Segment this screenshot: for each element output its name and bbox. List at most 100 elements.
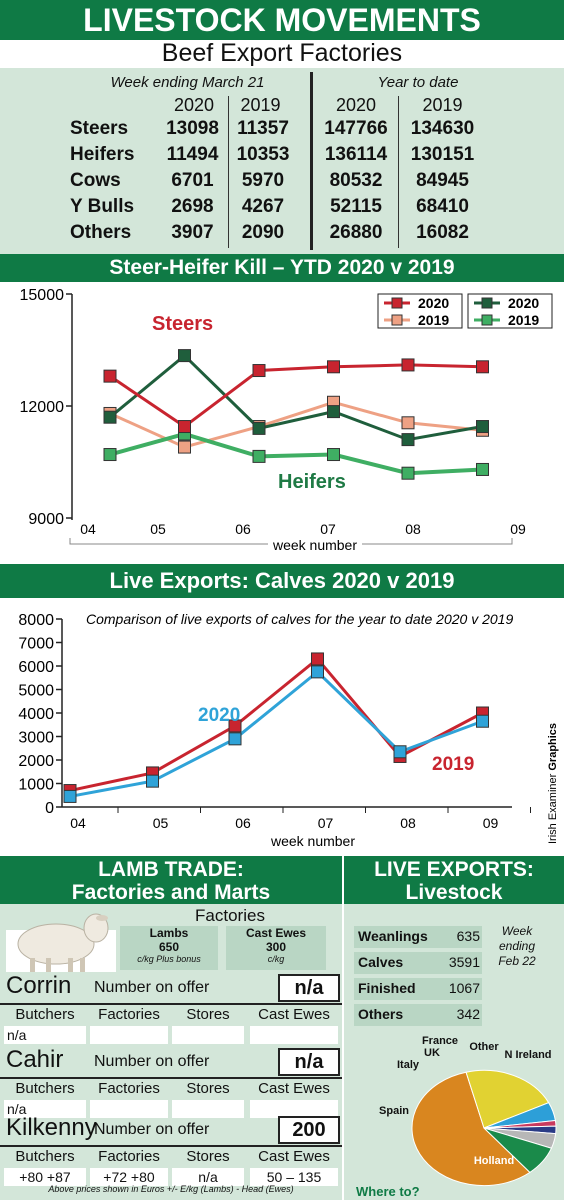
section-rule [0,1077,342,1079]
y-tick-label: 12000 [20,399,65,416]
mart-name: Corrin [6,972,72,999]
price-cell [250,1100,338,1118]
year-header: 2019 [240,95,281,115]
price-cell: 50 – 135 [250,1168,338,1186]
series-line [69,669,484,798]
pie-slice [465,1069,550,1129]
data-point [327,405,340,419]
y-tick-label: 9000 [28,511,64,528]
x-tick-label: 07 [320,521,336,537]
week-note-line: ending [498,939,536,953]
offer-value-box: n/a [278,974,340,1002]
export-row-value: 3591 [448,954,480,970]
offer-value-box: 200 [278,1116,340,1144]
pie-slice-label: Other [469,1041,499,1053]
legend-label: 2020 [508,295,539,311]
cast-ewes-unit: c/kg [267,954,285,964]
data-point [476,462,489,476]
table-cell: 130151 [410,144,475,165]
table-cell: 26880 [329,222,383,243]
y-tick-label: 4000 [18,706,54,723]
price-cell [90,1100,168,1118]
data-point [327,448,340,462]
x-tick-label: 06 [235,815,251,831]
calves-chart: 8000 7000 6000 5000 4000 3000 2000 1000 0 04 05 06 0… [18,611,559,849]
pie-slice-label: Holland [474,1155,514,1167]
pie-slice-label: Spain [379,1105,409,1117]
data-point [311,665,324,679]
price-cell: n/a [172,1168,244,1186]
series-line [69,656,484,793]
steer-heifer-chart: 15000 12000 9000 04 05 06 07 08 09 week number Ste… [20,287,553,553]
y-tick-label: 7000 [18,636,54,653]
x-axis-bracket [69,538,513,545]
data-point [401,466,415,480]
data-point [103,410,117,424]
table-row-label: Heifers [70,144,135,165]
calves-chart-subtitle: Comparison of live exports of calves for… [86,611,513,627]
column-header: Cast Ewes [258,1006,330,1023]
column-header: Cast Ewes [258,1080,330,1097]
week-note-line: Week [501,924,533,938]
legend-label: 2019 [418,312,449,328]
x-tick-label: 09 [483,815,499,831]
live-exports-title-line1: LIVE EXPORTS: [374,858,534,881]
number-on-offer-label: Number on offer [94,1121,210,1138]
column-header: Factories [98,1006,160,1023]
table-cell: 2090 [241,222,285,243]
x-tick-label: 09 [510,521,526,537]
price-cell [90,1026,168,1044]
table-cell: 147766 [324,118,388,139]
export-row [354,926,482,948]
column-divider [310,72,313,250]
cast-ewes-price-box: Cast Ewes 300 c/kg [226,926,326,970]
data-point [252,421,266,435]
column-header: Butchers [15,1148,75,1165]
table-cell: 6701 [171,170,214,191]
export-row-label: Calves [358,954,404,970]
y-tick-label: 2000 [18,753,54,770]
y-tick-label: 15000 [20,287,65,304]
live-exports-panel: Weanlings 635 Calves 3591 Finished 1067 Others… [344,904,564,1200]
export-row-label: Weanlings [358,928,428,944]
data-point [228,732,242,746]
data-point [228,719,242,733]
section-rule [0,1145,342,1147]
export-row-value: 1067 [448,980,480,996]
sheep-illustration [6,913,116,972]
column-header: Butchers [15,1006,75,1023]
data-point [178,420,191,434]
export-row-label: Finished [358,980,416,996]
export-row [354,952,482,974]
data-point [146,774,159,788]
export-row [354,1004,482,1026]
data-point [401,358,415,372]
price-cell [172,1100,244,1118]
legend-label: 2019 [508,312,539,328]
column-header: Factories [98,1080,160,1097]
export-row-value: 342 [456,1006,480,1022]
year-to-date-label: Year to date [377,74,459,91]
data-point [401,416,415,430]
y-tick-label: 6000 [18,659,54,676]
data-point [401,433,415,447]
cast-ewes-price: 300 [265,940,287,954]
price-cell [172,1026,244,1044]
where-to-label: Where to? [356,1184,420,1199]
lamb-trade-title: LAMB TRADE: Factories and Marts [0,856,342,904]
export-row [354,978,482,1000]
table-cell: 4267 [241,196,285,217]
y-tick-label: 5000 [18,683,54,700]
legend-label: 2020 [418,295,449,311]
lambs-price: 650 [158,940,180,954]
heifers-annotation: Heifers [278,471,346,493]
data-point [393,745,407,759]
column-divider [398,96,399,248]
data-point [476,360,489,374]
cast-ewes-label: Cast Ewes [245,926,307,940]
year-header: 2020 [173,95,215,115]
data-point [178,349,191,363]
price-cell: +80 +87 [4,1168,86,1186]
table-row-label: Y Bulls [70,196,135,217]
